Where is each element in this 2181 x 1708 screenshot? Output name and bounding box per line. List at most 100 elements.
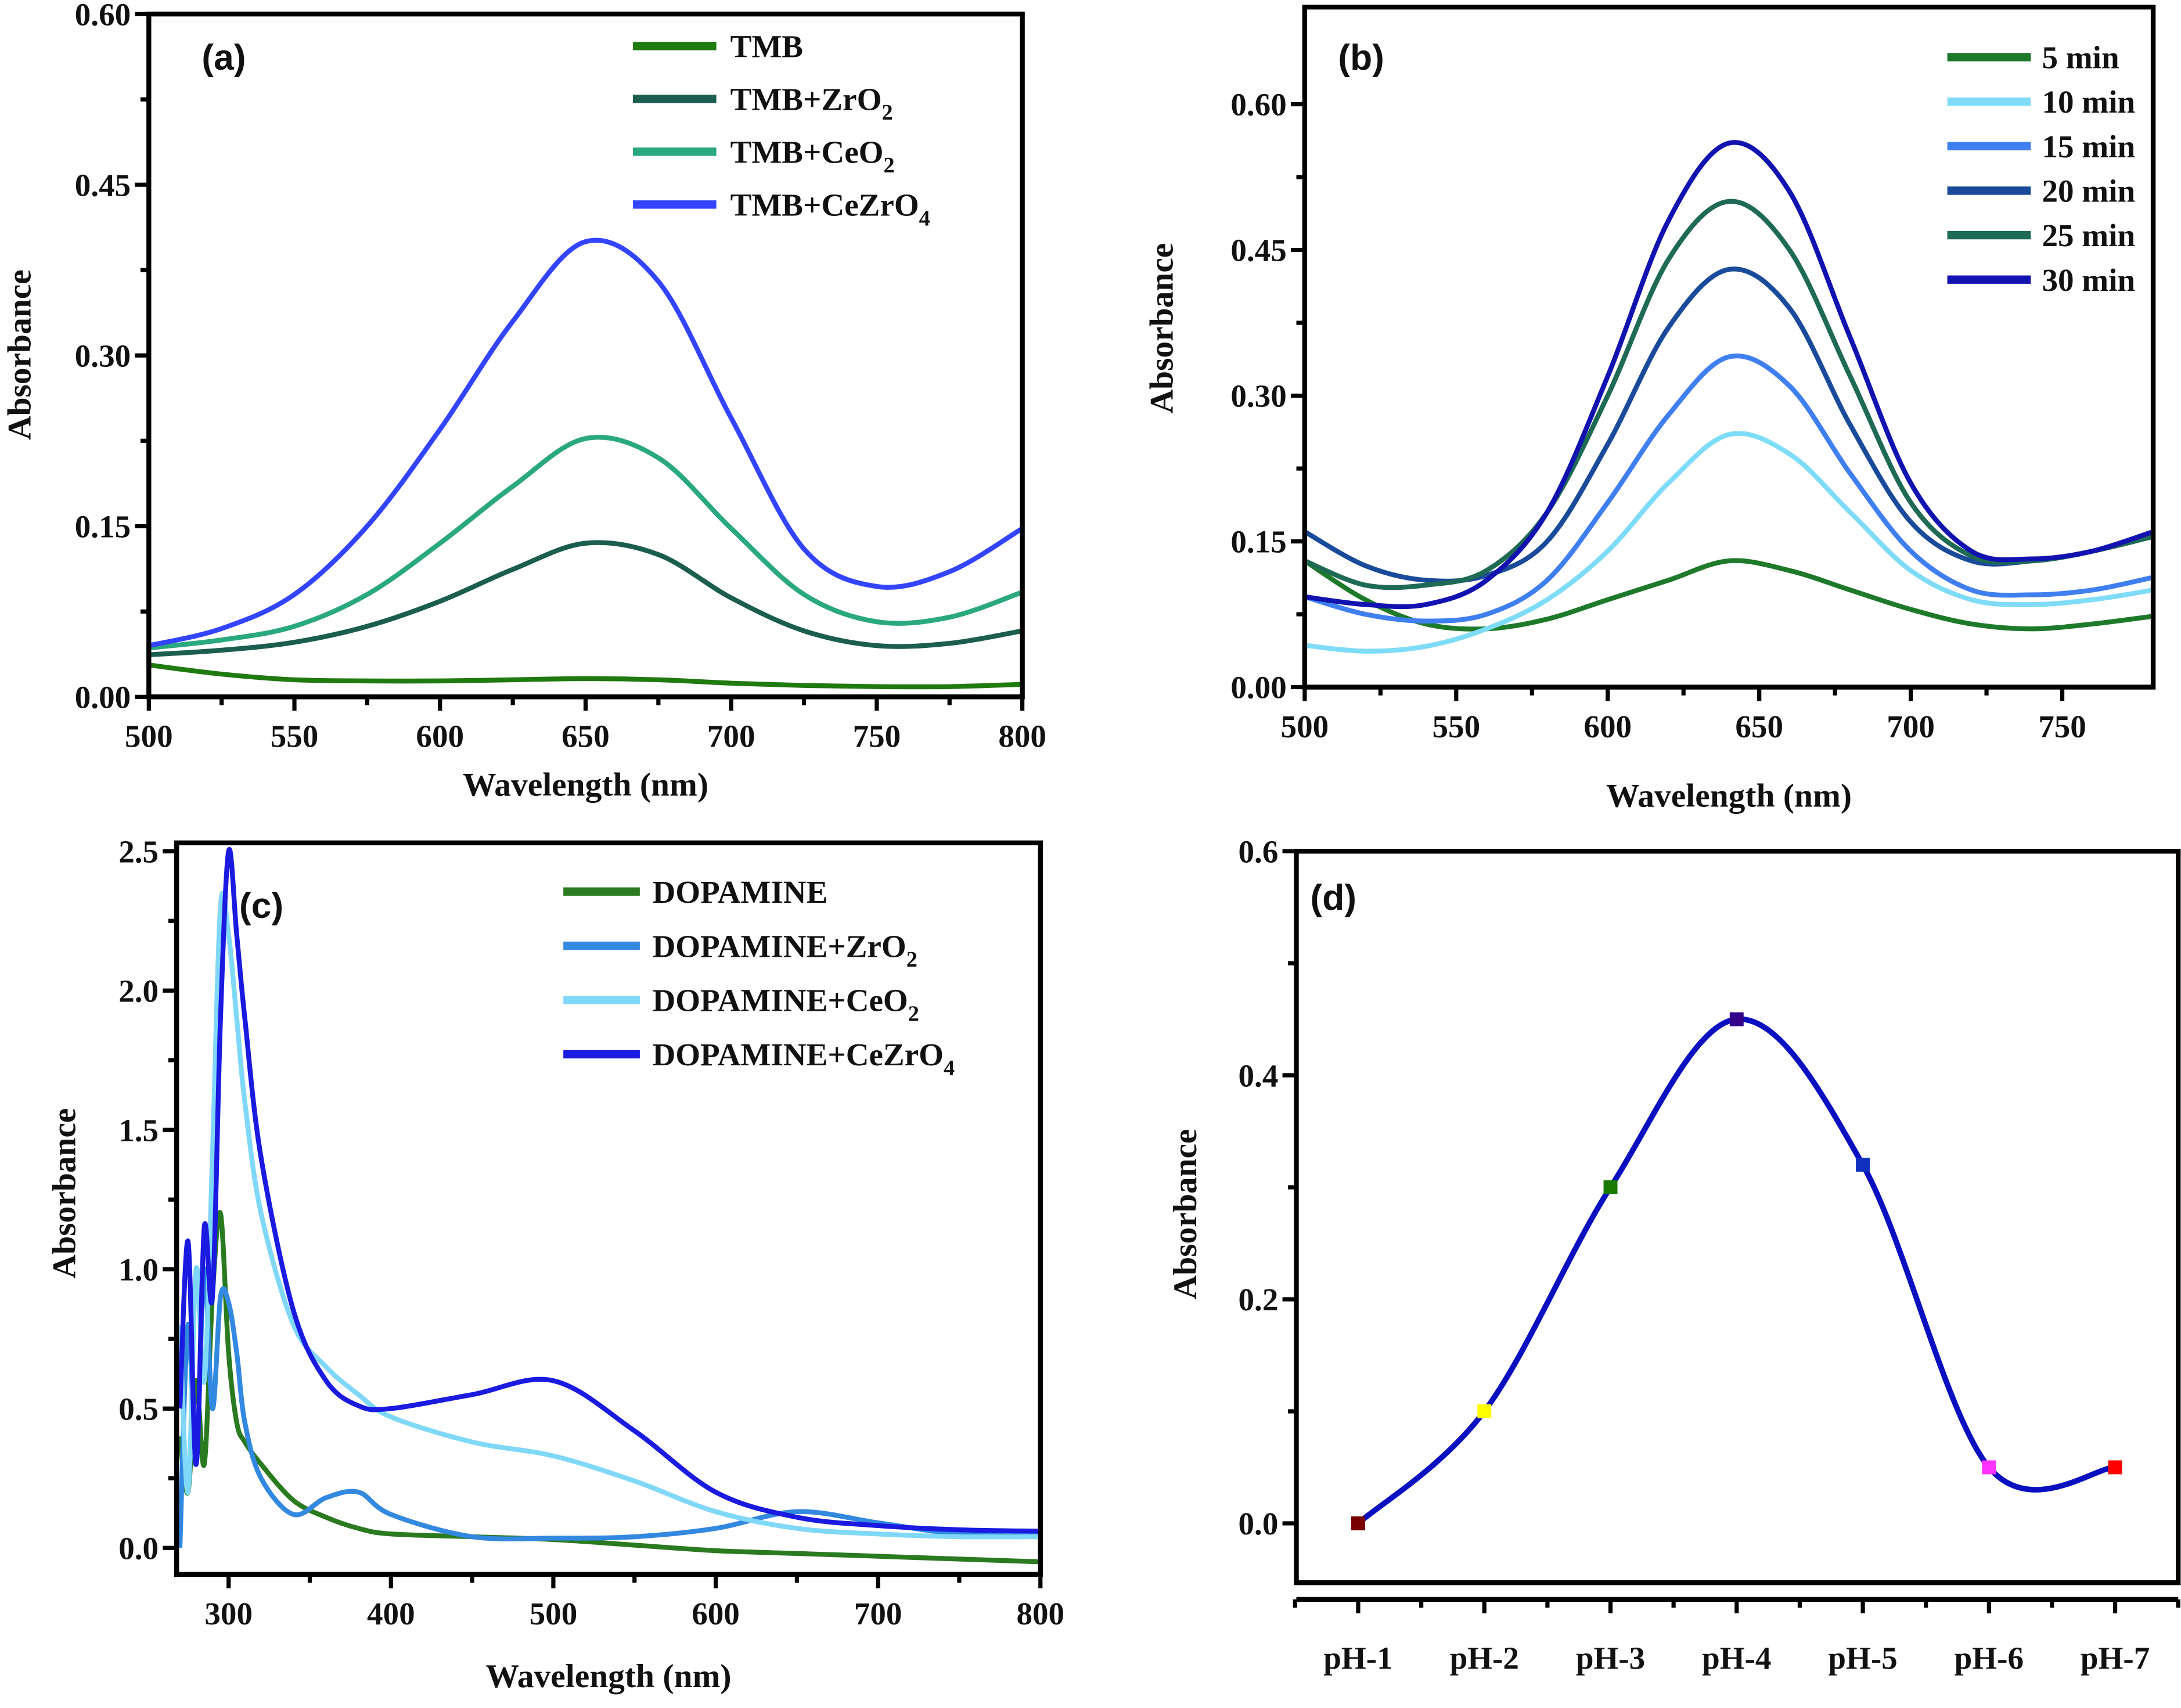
y-tick-label: 0.60 <box>75 0 131 32</box>
x-tick-label: pH-5 <box>1828 1641 1897 1676</box>
series-line-b-3 <box>1304 266 2154 584</box>
panel-c: 0.0 0.5 1.0 1.5 2.0 2.5 300 400 500 600 700 800 Wave… <box>46 834 1064 1694</box>
legend-label: 30 min <box>2042 262 2135 298</box>
panel-label: (b) <box>1338 38 1384 78</box>
y-axis-label: Absorbance <box>1143 243 1180 414</box>
legend-label: DOPAMINE+CeO2 <box>652 983 919 1026</box>
x-tick-label: 750 <box>853 719 901 754</box>
panel-label: (c) <box>239 886 283 926</box>
y-tick-label: 1.5 <box>118 1112 159 1148</box>
y-tick-label: 0.30 <box>1230 379 1286 414</box>
x-tick-label: 600 <box>1583 709 1632 744</box>
legend-label: DOPAMINE+CeZrO4 <box>652 1037 955 1080</box>
y-tick-label: 0.4 <box>1239 1058 1279 1093</box>
legend-label: 5 min <box>2042 40 2119 75</box>
legend-label-text: 30 min <box>2042 262 2135 298</box>
y-tick-label: 0.2 <box>1239 1282 1279 1317</box>
series-line-b-0 <box>1304 558 2154 632</box>
legend-label: DOPAMINE+ZrO2 <box>652 928 917 972</box>
y-tick-label: 0.45 <box>1230 233 1286 268</box>
x-tick-label: pH-4 <box>1702 1641 1771 1676</box>
y-tick-label: 2.0 <box>118 973 159 1008</box>
legend-label-text: TMB <box>730 28 803 64</box>
series-line-a-0 <box>149 662 1023 690</box>
legend-label-text: TMB+ZrO <box>730 81 882 117</box>
x-tick-label: 550 <box>1433 709 1481 744</box>
panel-a: 0.00 0.15 0.30 0.45 0.60 500 550 600 650 700 750 80… <box>2 0 1046 803</box>
plot-frame <box>1302 5 2156 690</box>
y-tick-label: 2.5 <box>118 834 159 869</box>
legend-label: 10 min <box>2042 84 2135 120</box>
legend-label-text: 15 min <box>2042 129 2135 164</box>
legend-label-text: TMB+CeZrO <box>730 188 919 223</box>
y-tick-label: 0.00 <box>1230 670 1286 705</box>
x-tick-label: 600 <box>416 719 464 754</box>
x-tick-label: 650 <box>1735 709 1783 744</box>
legend-label-subscript: 4 <box>944 1056 955 1080</box>
series-line-c-0 <box>177 1210 1041 1565</box>
x-tick-label: 700 <box>854 1596 902 1631</box>
data-point-pH-2 <box>1477 1404 1492 1418</box>
y-tick-label: 0.15 <box>1230 524 1286 560</box>
legend-label-subscript: 2 <box>908 1001 919 1026</box>
series-line-b-5 <box>1304 140 2154 610</box>
y-tick-label: 1.0 <box>118 1252 159 1287</box>
x-tick-label: 600 <box>692 1596 740 1631</box>
legend-label-subscript: 2 <box>884 153 895 178</box>
x-tick-label: 500 <box>530 1596 578 1631</box>
y-axis-label: Absorbance <box>1167 1129 1204 1300</box>
x-tick-label: 700 <box>1887 709 1935 744</box>
data-point-pH-1 <box>1351 1516 1365 1530</box>
x-tick-label: 700 <box>707 719 755 754</box>
x-tick-label: 500 <box>125 719 173 754</box>
legend-label-subscript: 2 <box>881 100 892 125</box>
y-tick-label: 0.0 <box>118 1530 159 1566</box>
y-axis-label: Absorbance <box>46 1108 82 1279</box>
y-tick-label: 0.30 <box>75 338 131 373</box>
x-tick-label: 650 <box>562 719 610 754</box>
panel-label: (a) <box>201 38 246 78</box>
x-tick-label: pH-6 <box>1955 1641 2024 1676</box>
series-line-b-4 <box>1304 199 2154 590</box>
data-point-pH-6 <box>1982 1460 1996 1475</box>
legend-label-text: 20 min <box>2042 174 2135 209</box>
panel-b: 0.00 0.15 0.30 0.45 0.60 500 550 600 650 700 750 Wa… <box>1143 5 2156 815</box>
legend-label-subscript: 4 <box>919 206 930 230</box>
x-tick-label: 400 <box>367 1596 415 1631</box>
legend-label-text: 5 min <box>2042 40 2119 75</box>
x-tick-label: pH-1 <box>1323 1641 1392 1676</box>
data-point-pH-4 <box>1729 1012 1744 1026</box>
legend-label-text: TMB+CeO <box>730 134 884 170</box>
legend-label-text: DOPAMINE+ZrO <box>652 928 906 964</box>
legend-label-text: DOPAMINE+CeO <box>652 983 908 1018</box>
legend-label: 15 min <box>2042 129 2135 164</box>
x-tick-label: pH-3 <box>1576 1641 1645 1676</box>
series-line-c-1 <box>177 1266 1041 1548</box>
x-tick-label: pH-2 <box>1450 1641 1519 1676</box>
x-tick-label: 800 <box>998 719 1046 754</box>
legend-label: DOPAMINE <box>652 874 827 910</box>
series-line-d-0 <box>1356 1016 2116 1526</box>
x-tick-label: 750 <box>2038 709 2086 744</box>
y-tick-label: 0.6 <box>1239 834 1279 869</box>
series-line-a-1 <box>149 540 1023 657</box>
y-tick-label: 0.5 <box>118 1391 159 1426</box>
x-axis-label: Wavelength (nm) <box>1606 778 1852 815</box>
plot-frame <box>174 840 1043 1577</box>
y-tick-label: 0.15 <box>75 509 131 544</box>
plot-frame <box>1294 849 2181 1586</box>
y-tick-label: 0.45 <box>75 167 131 203</box>
legend-label-subscript: 2 <box>906 947 917 972</box>
x-axis-label: Wavelength (nm) <box>463 766 708 803</box>
legend-label: TMB+CeO2 <box>730 134 895 178</box>
series-line-b-2 <box>1304 353 2154 624</box>
x-tick-label: 800 <box>1016 1596 1064 1631</box>
y-axis-label: Absorbance <box>2 269 38 440</box>
panel-label: (d) <box>1310 878 1356 918</box>
y-tick-label: 0.60 <box>1230 87 1286 122</box>
legend-label-text: DOPAMINE <box>652 874 827 910</box>
series-line-a-2 <box>149 434 1023 651</box>
series-line-b-1 <box>1304 431 2154 654</box>
